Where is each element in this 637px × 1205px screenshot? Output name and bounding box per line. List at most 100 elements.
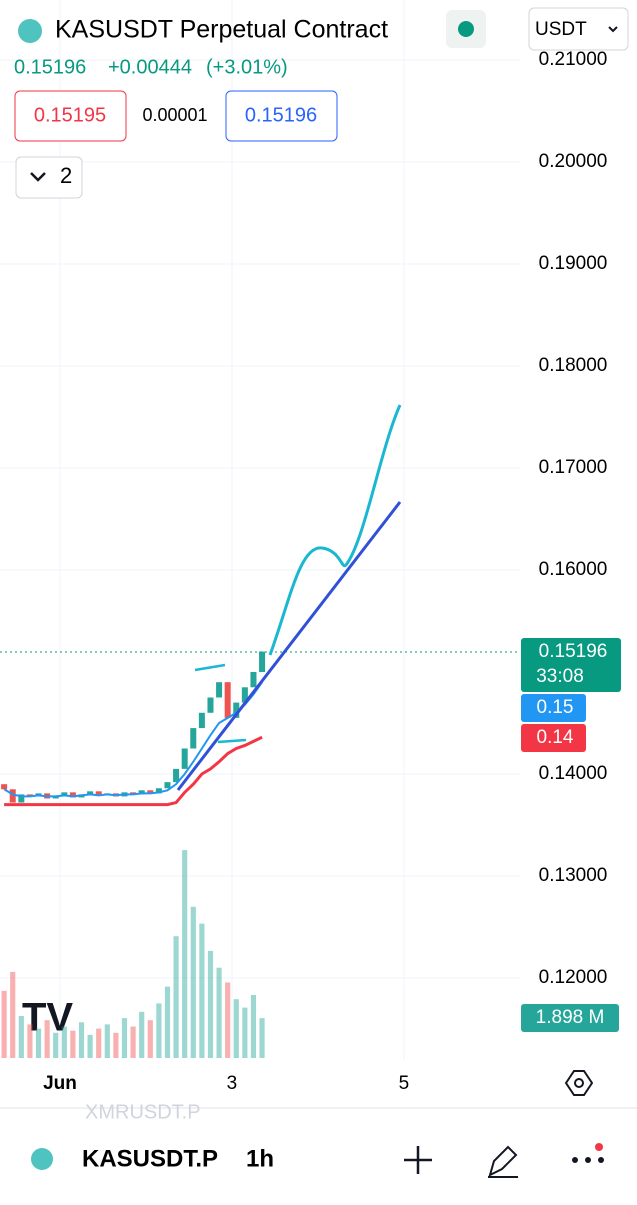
volume-bar	[242, 1007, 248, 1058]
candle	[190, 728, 197, 749]
dot	[598, 1157, 604, 1163]
volume-bar	[18, 1016, 24, 1058]
volume-bar	[35, 1028, 42, 1058]
y-tick-label: 0.16000	[539, 559, 608, 580]
y-tick-label: 0.20000	[539, 151, 608, 172]
volume-bar	[156, 1003, 162, 1058]
sell-button[interactable]	[14, 90, 127, 142]
dot	[572, 1157, 578, 1163]
candle	[233, 702, 240, 718]
ma-line	[3, 681, 263, 798]
footer-interval[interactable]: 1h	[246, 1145, 274, 1172]
footer-symbol[interactable]: KASUSDT.P	[82, 1145, 218, 1172]
symbol-title[interactable]: KASUSDT Perpetual Contract	[55, 16, 388, 44]
dot	[585, 1157, 591, 1163]
coin-icon	[18, 19, 42, 43]
y-tick-label: 0.21000	[539, 49, 608, 70]
volume-bar	[164, 986, 171, 1058]
candle	[26, 794, 33, 797]
volume-bar	[61, 1026, 67, 1058]
candle	[69, 792, 76, 798]
volume-bar	[190, 906, 196, 1058]
add-icon[interactable]	[404, 1146, 432, 1174]
candle	[216, 682, 223, 698]
price-tag-label: 0.14	[537, 727, 574, 748]
ghost-symbol: XMRUSDT.P	[85, 1101, 201, 1123]
volume-bar	[27, 1024, 33, 1058]
price-tag-label: 1.898 M	[536, 1007, 605, 1028]
candle	[164, 782, 171, 789]
currency-select[interactable]	[528, 7, 629, 51]
buy-button[interactable]	[225, 90, 338, 142]
volume-bar	[53, 1032, 59, 1058]
price-tag-label: 0.15196	[539, 641, 608, 662]
volume-bar	[44, 1020, 50, 1058]
ma-line	[4, 735, 263, 807]
ask: 0.15196	[245, 104, 317, 126]
drawing	[268, 404, 402, 656]
change-pct: (+3.01%)	[206, 56, 288, 78]
volume-bar	[216, 967, 222, 1058]
candle	[207, 697, 214, 713]
volume-bar	[225, 982, 231, 1058]
volume-bar	[173, 936, 179, 1058]
candle	[18, 794, 25, 803]
y-tick-label: 0.13000	[539, 865, 608, 886]
candle	[138, 790, 145, 795]
coin-icon	[31, 1148, 53, 1170]
draw-icon[interactable]	[488, 1145, 518, 1178]
indicators-count: 2	[60, 163, 72, 188]
countdown: 33:08	[536, 666, 584, 687]
candle	[1, 784, 8, 790]
volume-bar	[113, 1032, 119, 1058]
chevron	[30, 172, 46, 182]
x-tick-label: 3	[227, 1073, 238, 1094]
volume-bar	[233, 999, 239, 1058]
candle	[250, 671, 257, 688]
volume-bar	[10, 971, 16, 1058]
spread: 0.00001	[142, 105, 207, 125]
candle	[181, 748, 188, 769]
price-tag-label: 0.15	[537, 697, 574, 718]
volume-bar	[96, 1028, 102, 1058]
candle	[173, 768, 180, 783]
volume-bar	[259, 1018, 265, 1058]
y-tick-label: 0.14000	[539, 763, 608, 784]
currency: USDT	[535, 19, 587, 40]
volume-bar	[147, 1020, 153, 1058]
last-price: 0.15196	[14, 56, 86, 78]
drawing	[176, 501, 402, 791]
candle	[9, 789, 16, 803]
volume-bar	[182, 850, 188, 1058]
footer	[0, 1128, 637, 1200]
candle	[147, 790, 154, 794]
price-tag	[521, 724, 586, 752]
x-tick-label: 5	[399, 1073, 410, 1094]
y-tick-label: 0.19000	[539, 253, 608, 274]
chevron	[608, 26, 618, 33]
logo: TV	[22, 996, 73, 1040]
candle	[61, 792, 68, 796]
candle	[224, 682, 231, 718]
settings-icon[interactable]	[564, 1070, 594, 1096]
price-tag	[521, 1004, 619, 1032]
volume-bar	[250, 995, 257, 1058]
price-tag	[521, 637, 621, 692]
candle	[155, 788, 162, 794]
volume-bar	[87, 1034, 93, 1058]
indicators-toggle[interactable]	[15, 156, 83, 199]
y-tick-label: 0.17000	[539, 457, 608, 478]
candle	[95, 791, 102, 796]
volume-bar	[199, 923, 205, 1058]
bid: 0.15195	[34, 104, 106, 126]
volume-bar	[78, 1022, 85, 1058]
y-tick-label: 0.12000	[539, 967, 608, 988]
candle	[259, 651, 266, 672]
volume-bar	[130, 1026, 136, 1058]
candle	[198, 712, 205, 729]
y-tick-label: 0.18000	[539, 355, 608, 376]
volume-bar	[207, 950, 214, 1058]
settings-icon-center	[574, 1078, 584, 1088]
